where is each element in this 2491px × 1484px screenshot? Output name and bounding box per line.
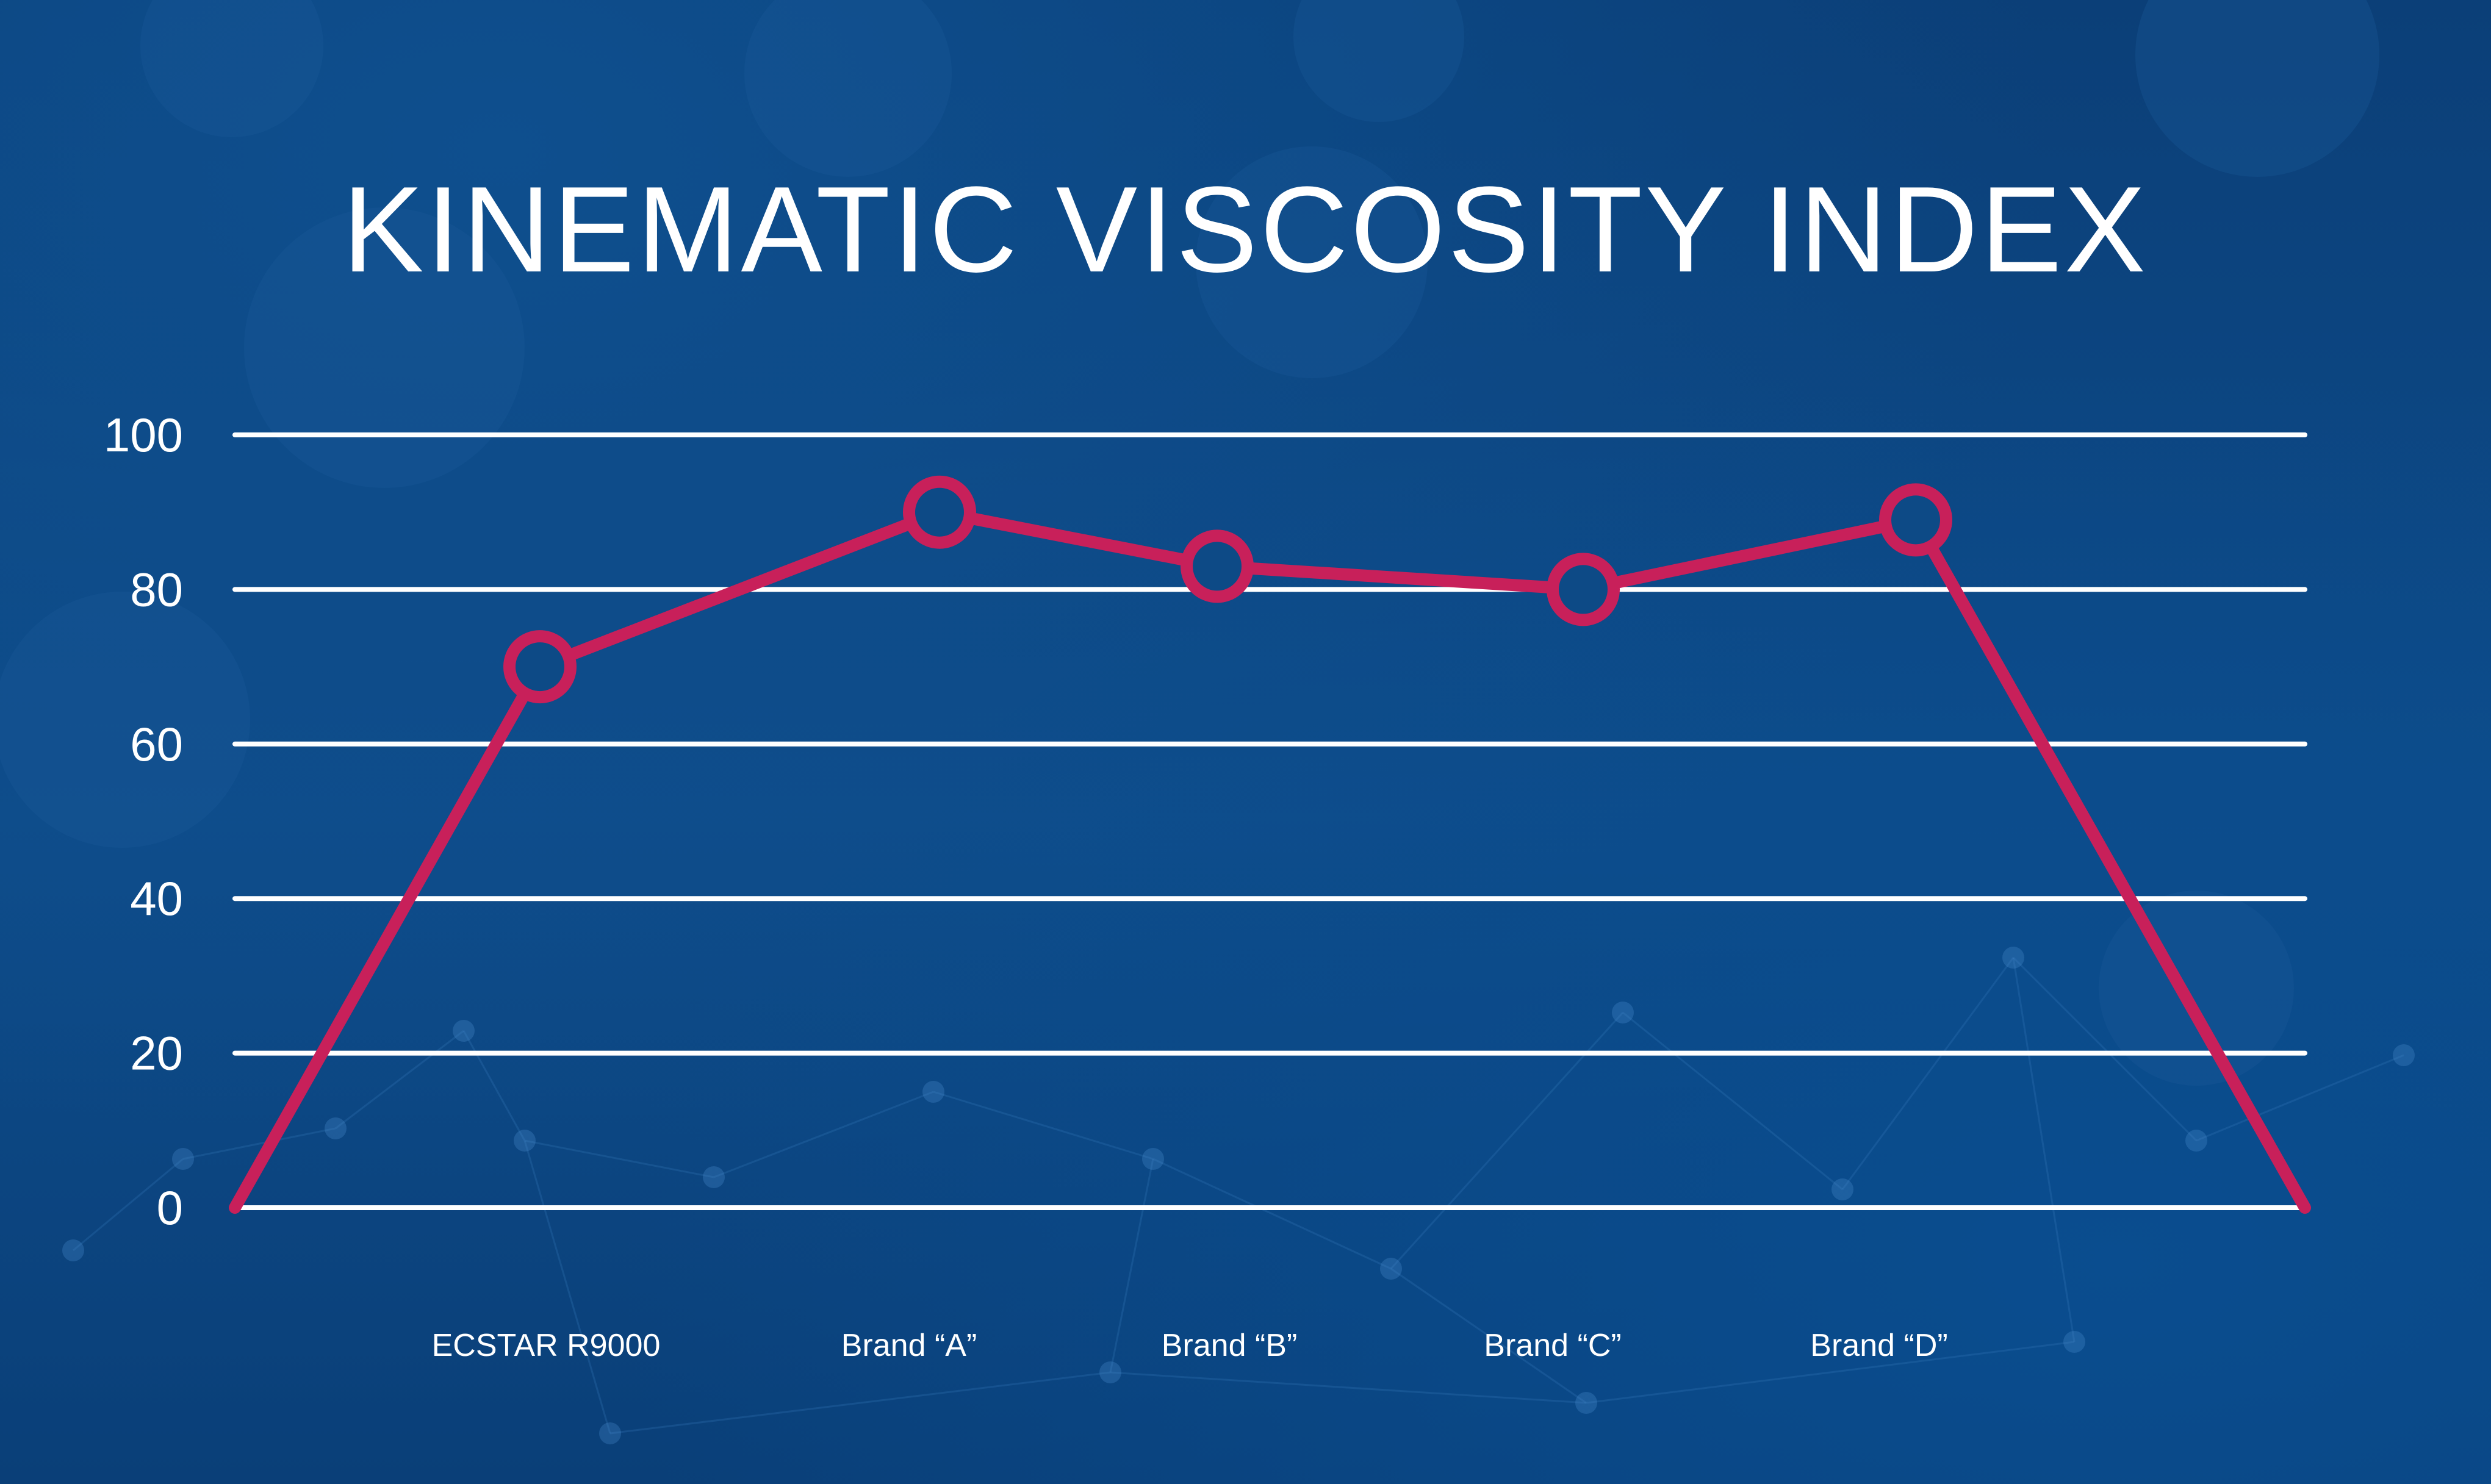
network-node: [1380, 1258, 1402, 1280]
network-node: [2063, 1331, 2085, 1353]
data-point-marker: [1181, 529, 1254, 603]
network-line: [1109, 1158, 1154, 1373]
network-node: [2002, 947, 2024, 969]
network-node: [703, 1166, 725, 1188]
y-tick-label: 100: [104, 408, 183, 462]
bokeh-circle: [744, 0, 952, 177]
x-axis: ECSTAR R9000 Brand “A” Brand “B” Brand “C” B…: [432, 1328, 1948, 1363]
x-tick-label: Brand “D”: [1810, 1328, 1947, 1363]
network-line: [933, 1091, 1154, 1160]
chart-title: KINEMATIC VISCOSITY INDEX: [342, 162, 2148, 298]
network-line: [609, 1371, 1111, 1435]
network-node: [62, 1239, 84, 1261]
data-point-marker: [1547, 553, 1620, 626]
network-node: [325, 1117, 347, 1139]
y-tick-label: 20: [130, 1027, 183, 1080]
network-node: [1099, 1361, 1121, 1383]
network-node: [1831, 1178, 1853, 1200]
x-tick-label: ECSTAR R9000: [432, 1328, 661, 1363]
network-line: [2012, 957, 2076, 1342]
network-node: [2393, 1044, 2415, 1066]
network-line: [1390, 1267, 1587, 1404]
series-line: [229, 506, 2311, 1214]
network-line: [1110, 1371, 1587, 1404]
background-decoration: [0, 0, 2415, 1444]
network-node: [2185, 1130, 2207, 1152]
network-line: [462, 1030, 526, 1141]
network-node: [1575, 1392, 1597, 1414]
x-tick-label: Brand “A”: [841, 1328, 977, 1363]
network-node: [453, 1020, 475, 1042]
network-line: [524, 1139, 714, 1178]
network-line: [73, 1158, 184, 1252]
y-tick-label: 40: [130, 872, 183, 925]
network-line: [1622, 1011, 1843, 1191]
network-line: [1152, 1158, 1392, 1270]
network-line: [523, 1140, 611, 1434]
y-tick-label: 0: [157, 1181, 183, 1235]
bokeh-circle: [0, 592, 250, 848]
network-line: [713, 1091, 934, 1178]
bokeh-circle: [1293, 0, 1464, 122]
data-point-marker: [1879, 483, 1952, 557]
bokeh-circle: [1196, 146, 1428, 378]
network-line: [1841, 957, 2015, 1190]
x-tick-label: Brand “B”: [1162, 1328, 1298, 1363]
y-axis: 0 20 40 60 80 100: [104, 408, 183, 1235]
series-group: [229, 475, 2311, 1214]
network-line: [1586, 1341, 2075, 1404]
network-node: [599, 1422, 621, 1444]
network-line: [2196, 1054, 2404, 1142]
bokeh-circle: [244, 207, 525, 488]
network-node: [1612, 1002, 1634, 1023]
x-tick-label: Brand “C”: [1484, 1328, 1621, 1363]
data-point-marker: [903, 475, 976, 549]
network-line: [335, 1030, 464, 1130]
grid-lines: [232, 432, 2307, 1210]
network-node: [514, 1130, 536, 1152]
data-point-marker: [503, 630, 577, 704]
network-line: [182, 1127, 336, 1160]
network-line: [2012, 956, 2198, 1142]
network-node: [172, 1148, 194, 1170]
bokeh-circle: [2099, 891, 2294, 1086]
network-node: [922, 1081, 944, 1103]
y-tick-label: 80: [130, 562, 183, 616]
y-tick-label: 60: [130, 717, 183, 771]
bokeh-circle: [140, 0, 323, 137]
network-node: [1142, 1148, 1164, 1170]
bokeh-circle: [2135, 0, 2379, 177]
